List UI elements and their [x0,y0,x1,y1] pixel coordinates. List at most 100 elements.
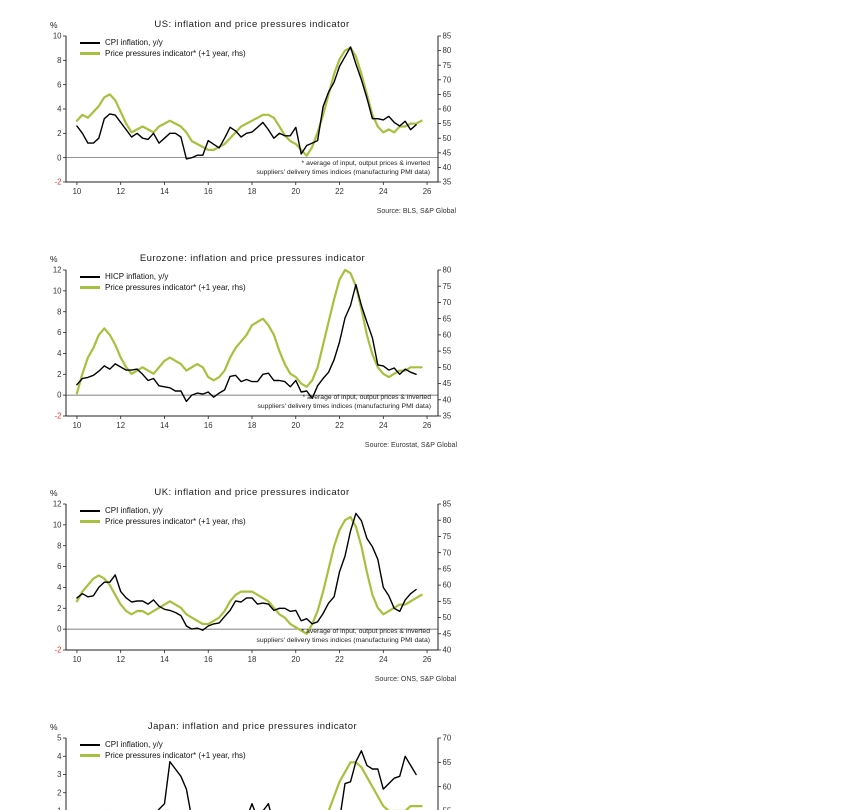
svg-text:12: 12 [116,187,125,196]
svg-text:18: 18 [248,187,257,196]
svg-text:85: 85 [443,32,452,41]
svg-text:-2: -2 [55,412,62,421]
svg-text:4: 4 [57,752,62,761]
legend: CPI inflation, y/y Price pressures indic… [80,739,246,761]
svg-text:60: 60 [443,105,452,114]
svg-text:50: 50 [443,613,452,622]
svg-text:6: 6 [57,562,61,571]
svg-text:6: 6 [57,328,61,337]
svg-text:20: 20 [291,655,300,664]
svg-text:26: 26 [423,655,432,664]
svg-text:-2: -2 [55,646,62,655]
svg-text:0: 0 [57,153,62,162]
svg-text:24: 24 [379,655,388,664]
svg-text:0: 0 [57,625,62,634]
svg-text:2: 2 [57,129,61,138]
svg-text:8: 8 [57,541,61,550]
svg-text:16: 16 [204,187,213,196]
svg-text:16: 16 [204,421,213,430]
svg-text:12: 12 [116,421,125,430]
svg-text:35: 35 [443,412,452,421]
svg-text:10: 10 [53,520,62,529]
svg-text:40: 40 [443,646,452,655]
svg-text:60: 60 [443,581,452,590]
svg-text:5: 5 [57,734,62,743]
svg-text:70: 70 [443,298,452,307]
svg-text:4: 4 [57,105,62,114]
svg-text:14: 14 [160,421,169,430]
price-pressures-line-swatch [80,754,100,757]
svg-text:2: 2 [57,370,61,379]
svg-text:8: 8 [57,56,61,65]
legend-label-price-pressures: Price pressures indicator* (+1 year, rhs… [105,751,246,760]
inflation-line-swatch [80,743,100,746]
legend-label-price-pressures: Price pressures indicator* (+1 year, rhs… [105,517,246,526]
source-note: Source: BLS, S&P Global [376,208,456,215]
chart-panel-japan: % Japan: inflation and price pressures i… [40,718,465,810]
chart-title: Japan: inflation and price pressures ind… [147,721,358,732]
legend-item-price-pressures: Price pressures indicator* (+1 year, rhs… [80,516,246,527]
legend-label-price-pressures: Price pressures indicator* (+1 year, rhs… [105,283,246,292]
source-note: Source: Eurostat, S&P Global [364,442,457,449]
chart-grid: % US: inflation and price pressures indi… [40,16,464,810]
svg-text:45: 45 [443,148,452,157]
svg-text:85: 85 [443,500,452,509]
svg-text:18: 18 [248,655,257,664]
svg-text:26: 26 [423,421,432,430]
svg-text:14: 14 [160,655,169,664]
legend-item-price-pressures: Price pressures indicator* (+1 year, rhs… [80,750,246,761]
svg-text:70: 70 [443,75,452,84]
svg-text:45: 45 [443,629,452,638]
svg-text:65: 65 [443,758,452,767]
legend-item-inflation: CPI inflation, y/y [80,739,246,750]
chart-panel-uk: % UK: inflation and price pressures indi… [40,484,464,686]
legend-item-inflation: CPI inflation, y/y [80,505,246,516]
svg-text:55: 55 [443,347,452,356]
svg-text:75: 75 [443,61,452,70]
footnote: * average of input, output prices & inve… [256,160,430,177]
svg-text:0: 0 [57,391,62,400]
svg-text:35: 35 [443,178,452,187]
svg-text:12: 12 [53,266,62,275]
price-pressures-line-swatch [80,286,100,289]
svg-text:10: 10 [53,32,62,41]
legend-label-inflation: CPI inflation, y/y [105,506,163,515]
footnote: * average of input, output prices & inve… [256,628,430,645]
chart-panel-eurozone: % Eurozone: inflation and price pressure… [40,250,465,452]
chart-panel-us: % US: inflation and price pressures indi… [40,16,464,218]
svg-text:6: 6 [57,80,61,89]
svg-text:65: 65 [443,90,452,99]
svg-text:12: 12 [53,500,62,509]
legend: CPI inflation, y/y Price pressures indic… [80,37,246,59]
svg-text:45: 45 [443,379,452,388]
legend: CPI inflation, y/y Price pressures indic… [80,505,246,527]
svg-text:4: 4 [57,583,62,592]
svg-text:80: 80 [443,266,452,275]
svg-text:40: 40 [443,163,452,172]
svg-text:4: 4 [57,349,62,358]
svg-text:50: 50 [443,134,452,143]
footnote: * average of input, output prices & inve… [257,394,431,411]
legend-label-inflation: HICP inflation, y/y [105,272,169,281]
svg-text:70: 70 [443,548,452,557]
left-axis-unit-label: % [50,20,58,30]
svg-text:50: 50 [443,363,452,372]
svg-text:8: 8 [57,307,61,316]
svg-text:40: 40 [443,395,452,404]
inflation-line-swatch [80,275,100,278]
svg-text:60: 60 [443,330,452,339]
svg-text:22: 22 [335,187,344,196]
chart-title: UK: inflation and price pressures indica… [154,487,350,498]
svg-text:20: 20 [291,187,300,196]
legend-item-price-pressures: Price pressures indicator* (+1 year, rhs… [80,48,246,59]
svg-text:22: 22 [335,655,344,664]
legend-item-inflation: CPI inflation, y/y [80,37,246,48]
svg-text:22: 22 [335,421,344,430]
svg-text:12: 12 [116,655,125,664]
svg-text:70: 70 [443,734,452,743]
svg-text:60: 60 [443,782,452,791]
svg-text:10: 10 [73,421,82,430]
legend-label-inflation: CPI inflation, y/y [105,38,163,47]
svg-text:14: 14 [160,187,169,196]
legend-label-price-pressures: Price pressures indicator* (+1 year, rhs… [105,49,246,58]
